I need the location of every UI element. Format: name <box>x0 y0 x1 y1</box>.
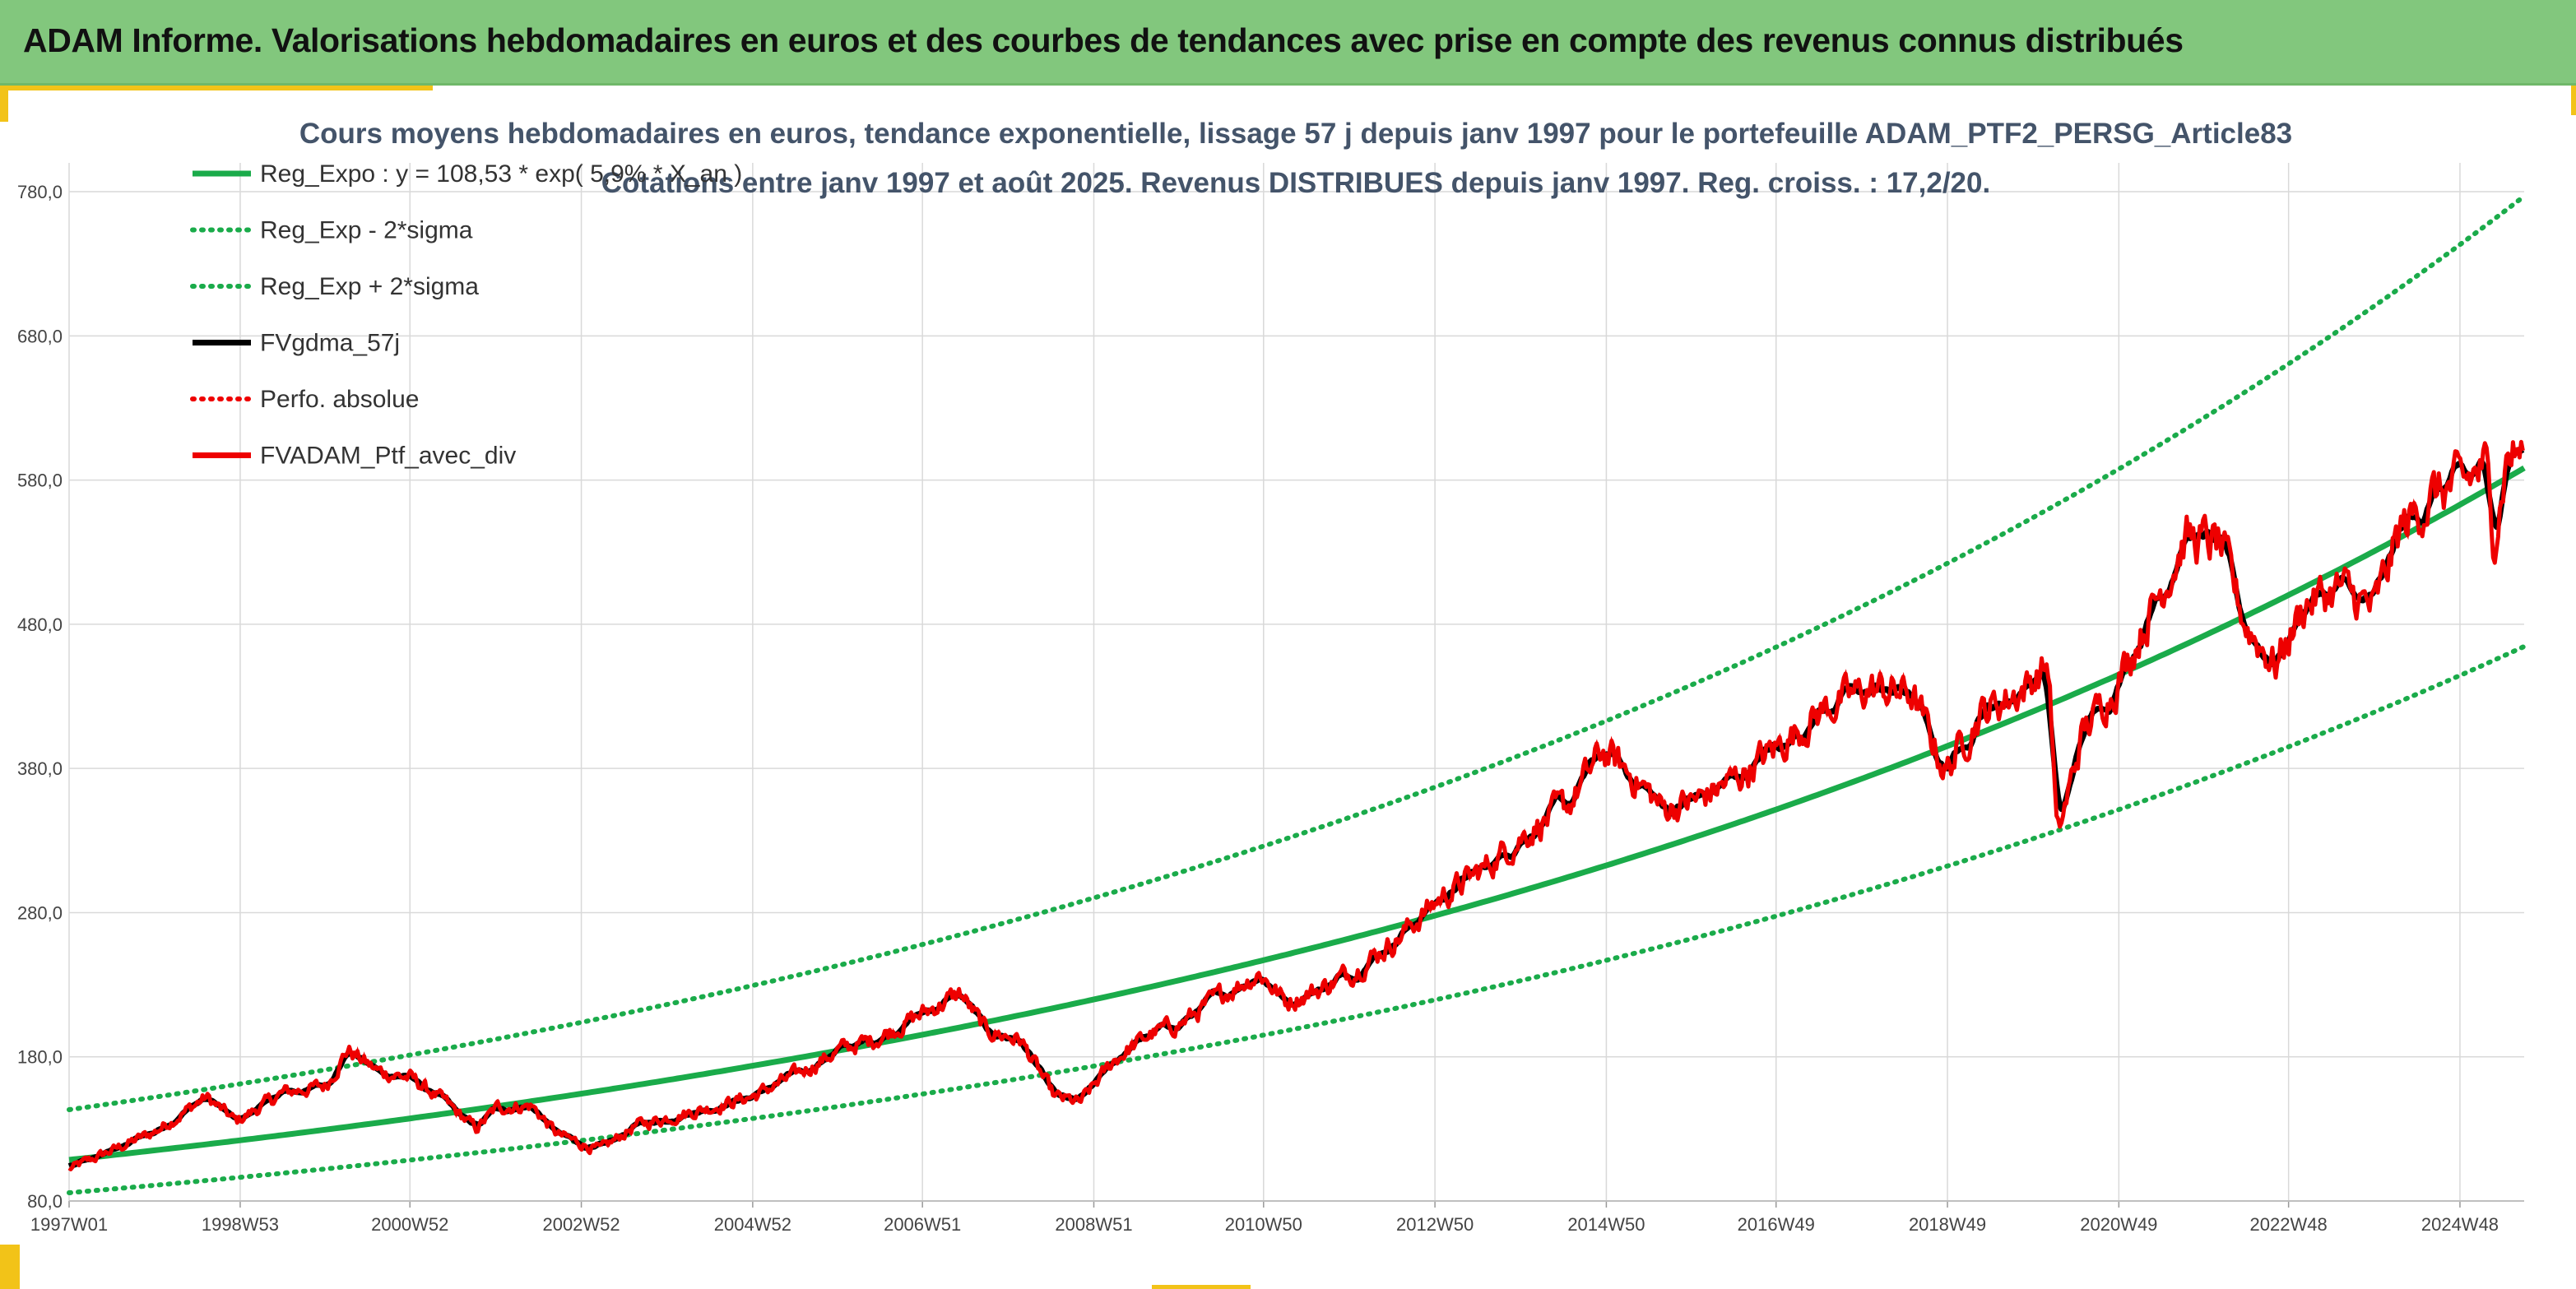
series-reg-exp-minus-2sigma <box>67 643 2527 1195</box>
chart-area: Cours moyens hebdomadaires en euros, ten… <box>17 118 2527 1235</box>
x-tick-label: 1997W01 <box>30 1214 108 1235</box>
y-tick-label: 780,0 <box>17 182 63 202</box>
x-tick-label: 2020W49 <box>2080 1214 2157 1235</box>
y-tick-label: 480,0 <box>17 614 63 635</box>
legend-label: Reg_Expo : y = 108,53 * exp( 5,9% * X_an… <box>260 160 742 188</box>
x-tick-label: 2012W50 <box>1396 1214 1474 1235</box>
x-tick-label: 2014W50 <box>1567 1214 1645 1235</box>
x-tick-label: 2008W51 <box>1055 1214 1132 1235</box>
series-reg-expo <box>68 465 2526 1163</box>
frame-accent-right <box>2571 86 2576 115</box>
series-fvadam-ptf-avec-div <box>67 439 2525 1171</box>
legend-label: FVADAM_Ptf_avec_div <box>260 443 516 470</box>
x-tick-label: 2004W52 <box>714 1214 791 1235</box>
frame-bottom-line <box>1152 1285 1251 1289</box>
x-tick-label: 2010W50 <box>1225 1214 1302 1235</box>
x-tick-label: 2018W49 <box>1909 1214 1986 1235</box>
y-tick-label: 680,0 <box>17 326 63 346</box>
chart-grid <box>68 163 2524 1208</box>
x-tick-label: 2022W48 <box>2250 1214 2328 1235</box>
chart-title-line-2: Cotations entre janv 1997 et août 2025. … <box>601 167 1990 199</box>
chart-title-line-1: Cours moyens hebdomadaires en euros, ten… <box>299 118 2292 150</box>
legend-label: Reg_Exp - 2*sigma <box>260 217 473 244</box>
y-tick-label: 180,0 <box>17 1047 63 1068</box>
frame-accent-top <box>8 86 433 90</box>
x-tick-label: 2024W48 <box>2421 1214 2499 1235</box>
y-axis-ticks: 80,0 180,0 280,0 380,0 480,0 580,0 680,0 780,0 <box>17 182 63 1212</box>
header-banner: ADAM Informe. Valorisations hebdomadaire… <box>0 0 2576 86</box>
legend-label: Reg_Exp + 2*sigma <box>260 273 479 300</box>
frame-accent-left <box>0 86 8 122</box>
x-tick-label: 2016W49 <box>1738 1214 1815 1235</box>
series-reg-exp-plus-2sigma <box>67 193 2527 1112</box>
y-tick-label: 580,0 <box>17 471 63 491</box>
x-tick-label: 2002W52 <box>542 1214 620 1235</box>
chart-legend: Reg_Expo : y = 108,53 * exp( 5,9% * X_an… <box>190 160 742 470</box>
x-axis-ticks: 1997W01 1998W53 2000W52 2002W52 2004W52 2006W… <box>30 1214 2499 1235</box>
legend-label: Perfo. absolue <box>260 386 419 413</box>
series-perfo-absolue <box>68 438 2524 1171</box>
x-tick-label: 2006W51 <box>884 1214 961 1235</box>
x-tick-label: 2000W52 <box>371 1214 448 1235</box>
x-tick-label: 1998W53 <box>202 1214 279 1235</box>
frame-accent-bottom <box>0 1245 20 1289</box>
y-tick-label: 280,0 <box>17 902 63 923</box>
series-fvgdma-57j <box>67 447 2525 1169</box>
banner-title: ADAM Informe. Valorisations hebdomadaire… <box>23 21 2184 59</box>
chart-series <box>67 193 2527 1195</box>
y-tick-label: 80,0 <box>27 1191 63 1212</box>
legend-label: FVgdma_57j <box>260 330 400 357</box>
y-tick-label: 380,0 <box>17 758 63 779</box>
